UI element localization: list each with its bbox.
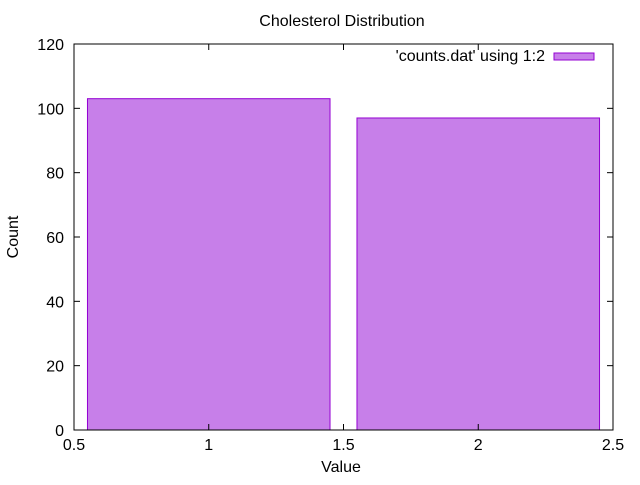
chart-title: Cholesterol Distribution [259, 13, 424, 30]
y-tick-label: 120 [37, 37, 64, 54]
y-tick-label: 60 [46, 230, 64, 247]
y-tick-label: 40 [46, 294, 64, 311]
bar-2 [356, 117, 601, 431]
y-tick-label: 100 [37, 101, 64, 118]
bar-1 [86, 98, 331, 431]
y-tick-label: 0 [55, 423, 64, 440]
x-tick-label: 1 [204, 437, 213, 454]
y-axis-title: Count [5, 215, 22, 258]
y-tick-label: 80 [46, 166, 64, 183]
bars-layer [86, 98, 601, 431]
x-axis-ticks: 0.5 1 1.5 2 2.5 [63, 44, 624, 454]
x-tick-label: 0.5 [63, 437, 85, 454]
legend-swatch [553, 52, 595, 61]
legend-label: 'counts.dat' using 1:2 [396, 48, 545, 65]
legend: 'counts.dat' using 1:2 [396, 48, 595, 65]
x-tick-label: 1.5 [332, 437, 354, 454]
y-axis-ticks: 0 20 40 60 80 100 120 [37, 37, 613, 440]
y-tick-label: 20 [46, 359, 64, 376]
x-tick-label: 2.5 [602, 437, 624, 454]
x-axis-title: Value [321, 459, 361, 476]
x-tick-label: 2 [474, 437, 483, 454]
